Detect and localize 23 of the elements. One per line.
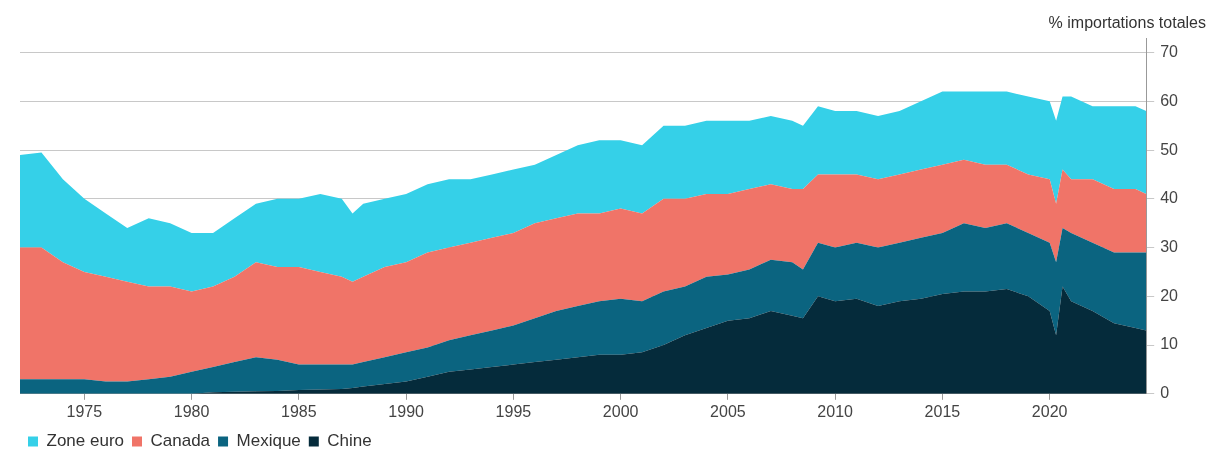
x-tick-label: 1985 xyxy=(281,402,317,420)
y-tick-label: 0 xyxy=(1160,384,1170,402)
y-tick-label: 30 xyxy=(1160,237,1179,255)
y-tick-label: 10 xyxy=(1160,335,1179,353)
x-tick-label: 2010 xyxy=(817,402,854,420)
x-tick-label: 1995 xyxy=(495,402,532,420)
x-tick-label: 1975 xyxy=(66,402,103,420)
y-axis-title: % importations totales xyxy=(1048,14,1206,31)
legend-label: Canada xyxy=(150,431,211,451)
x-tick-label: 1980 xyxy=(173,402,210,420)
y-tick-label: 70 xyxy=(1160,43,1179,61)
x-tick-label: 2005 xyxy=(710,402,746,420)
legend-label: Mexique xyxy=(236,431,301,451)
y-tick-label: 50 xyxy=(1160,140,1179,158)
x-tick-label: 2015 xyxy=(924,402,961,420)
x-tick-label: 2020 xyxy=(1031,402,1068,420)
legend-label: Zone euro xyxy=(46,431,124,451)
x-tick-label: 2000 xyxy=(602,402,639,420)
y-tick-label: 60 xyxy=(1160,91,1179,109)
legend-label: Chine xyxy=(327,431,372,451)
y-tick-label: 40 xyxy=(1160,189,1179,207)
y-tick-label: 20 xyxy=(1160,286,1179,304)
x-tick-label: 1990 xyxy=(388,402,425,420)
